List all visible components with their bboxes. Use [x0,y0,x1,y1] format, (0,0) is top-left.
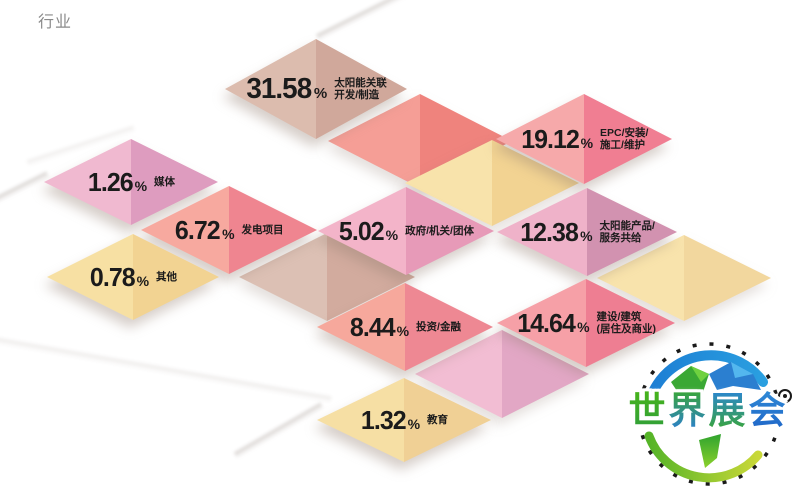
percent-sign: % [136,272,150,289]
percent-group: 8.44 % [349,312,409,343]
percent-value: 6.72 [175,214,221,245]
percent-group: 6.72 % [174,215,234,246]
percent-value: 0.78 [89,261,136,292]
diamond-text: 1.32 % 教育 [317,378,491,462]
globe-icon [637,342,792,486]
page-title: 行业 [38,14,73,31]
diamond-text: 5.02 % 政府/机关/团体 [318,187,494,275]
watermark-text: 世界展会 [628,390,789,431]
diamond-shape [44,139,218,225]
percent-sign: % [580,134,594,151]
diamond-education: 1.32 % 教育 [317,378,491,462]
diamond-shape [225,39,407,139]
category-label: 媒体 [154,175,176,188]
diamond-shape [317,378,491,462]
percent-group: 0.78 % [89,262,149,293]
percent-group: 12.38 % [519,216,593,248]
percent-sign: % [580,227,593,244]
watermark-logo: 世界展会 世界展会 [613,340,805,492]
category-label: 教育 [427,413,449,426]
decor-diamond-yellow-right [597,235,771,321]
percent-value: 31.58 [246,72,313,105]
shadow-streak [315,0,455,43]
diamond-text: 19.12 % EPC/安装/ 施工/维护 [496,94,672,184]
diamond-text: 31.58 % 太阳能关联 开发/制造 [225,39,407,139]
diamond-shape [141,186,317,274]
category-label: 发电项目 [241,223,284,236]
percent-sign: % [407,415,421,432]
category-label: 太阳能产品/ 服务共给 [599,219,655,244]
diamond-shape [497,188,677,276]
decor-diamond-pink [415,330,589,418]
diamond-shape [415,330,589,418]
percent-value: 12.38 [520,216,579,247]
diamond-text: 1.26 % 媒体 [44,139,218,225]
percent-value: 1.26 [87,166,134,197]
diamond-shape [497,279,675,367]
percent-sign: % [577,318,590,335]
category-label: 太阳能关联 开发/制造 [334,76,387,101]
percent-value: 1.32 [360,404,407,435]
category-label: EPC/安装/ 施工/维护 [600,126,649,151]
shadow-streak [0,171,51,213]
diamond-construction-building-residential-commercial: 14.64 % 建设/建筑 (居住及商业) [497,279,675,367]
diamond-others: 0.78 % 其他 [47,234,219,320]
percent-value: 8.44 [349,311,396,342]
percent-group: 14.64 % [516,307,590,339]
diamond-text: 0.78 % 其他 [47,234,219,320]
category-label: 其他 [156,270,178,283]
globe-top-arc [648,350,768,397]
percent-group: 31.58 % [245,72,328,106]
watermark-text-outline: 世界展会 [607,392,805,429]
globe-dot-ring [778,389,792,403]
percent-value: 5.02 [338,215,385,246]
diamond-solar-products-services-supply: 12.38 % 太阳能产品/ 服务共给 [497,188,677,276]
diamond-text: 6.72 % 发电项目 [141,186,317,274]
percent-group: 19.12 % [520,123,594,155]
globe-bottom-arc [644,431,763,483]
percent-sign: % [385,226,399,243]
percent-group: 5.02 % [338,216,398,247]
globe-land-blue-hl [731,362,753,378]
diamond-shape [239,233,415,321]
diamond-media: 1.26 % 媒体 [44,139,218,225]
diamond-shape [318,187,494,275]
globe-land-green-hl [691,366,709,382]
diamond-government-agencies-organizations: 5.02 % 政府/机关/团体 [318,187,494,275]
decor-diamond-tan [239,233,415,321]
globe-land-south [699,434,721,468]
percent-value: 14.64 [517,307,576,338]
category-label: 投资/金融 [416,320,461,333]
diamond-shape [597,235,771,321]
diamond-text: 12.38 % 太阳能产品/ 服务共给 [497,188,677,276]
category-label: 政府/机关/团体 [405,224,474,237]
percent-value: 19.12 [520,123,580,154]
percent-sign: % [313,84,328,102]
diamond-shape [405,140,579,226]
diamond-epc-installation-construction-maintenance: 19.12 % EPC/安装/ 施工/维护 [496,94,672,184]
diamond-text: 14.64 % 建设/建筑 (居住及商业) [497,279,675,367]
diamond-investment-finance: 8.44 % 投资/金融 [317,283,493,371]
percent-sign: % [134,177,148,194]
decor-diamond-yellow-mid [405,140,579,226]
category-label: 建设/建筑 (居住及商业) [596,310,657,335]
diamond-shape [317,283,493,371]
percent-group: 1.26 % [87,167,147,198]
percent-sign: % [222,225,235,242]
diamond-text: 8.44 % 投资/金融 [317,283,493,371]
diamond-solar-development-manufacturing: 31.58 % 太阳能关联 开发/制造 [225,39,407,139]
shadow-streak [233,402,325,461]
shadow-streak [0,336,332,406]
globe-dot [783,394,787,398]
percent-group: 1.32 % [360,405,420,436]
diamond-shape [496,94,672,184]
diamond-shape [47,234,219,320]
diamond-power-generation-projects: 6.72 % 发电项目 [141,186,317,274]
percent-sign: % [396,322,410,339]
